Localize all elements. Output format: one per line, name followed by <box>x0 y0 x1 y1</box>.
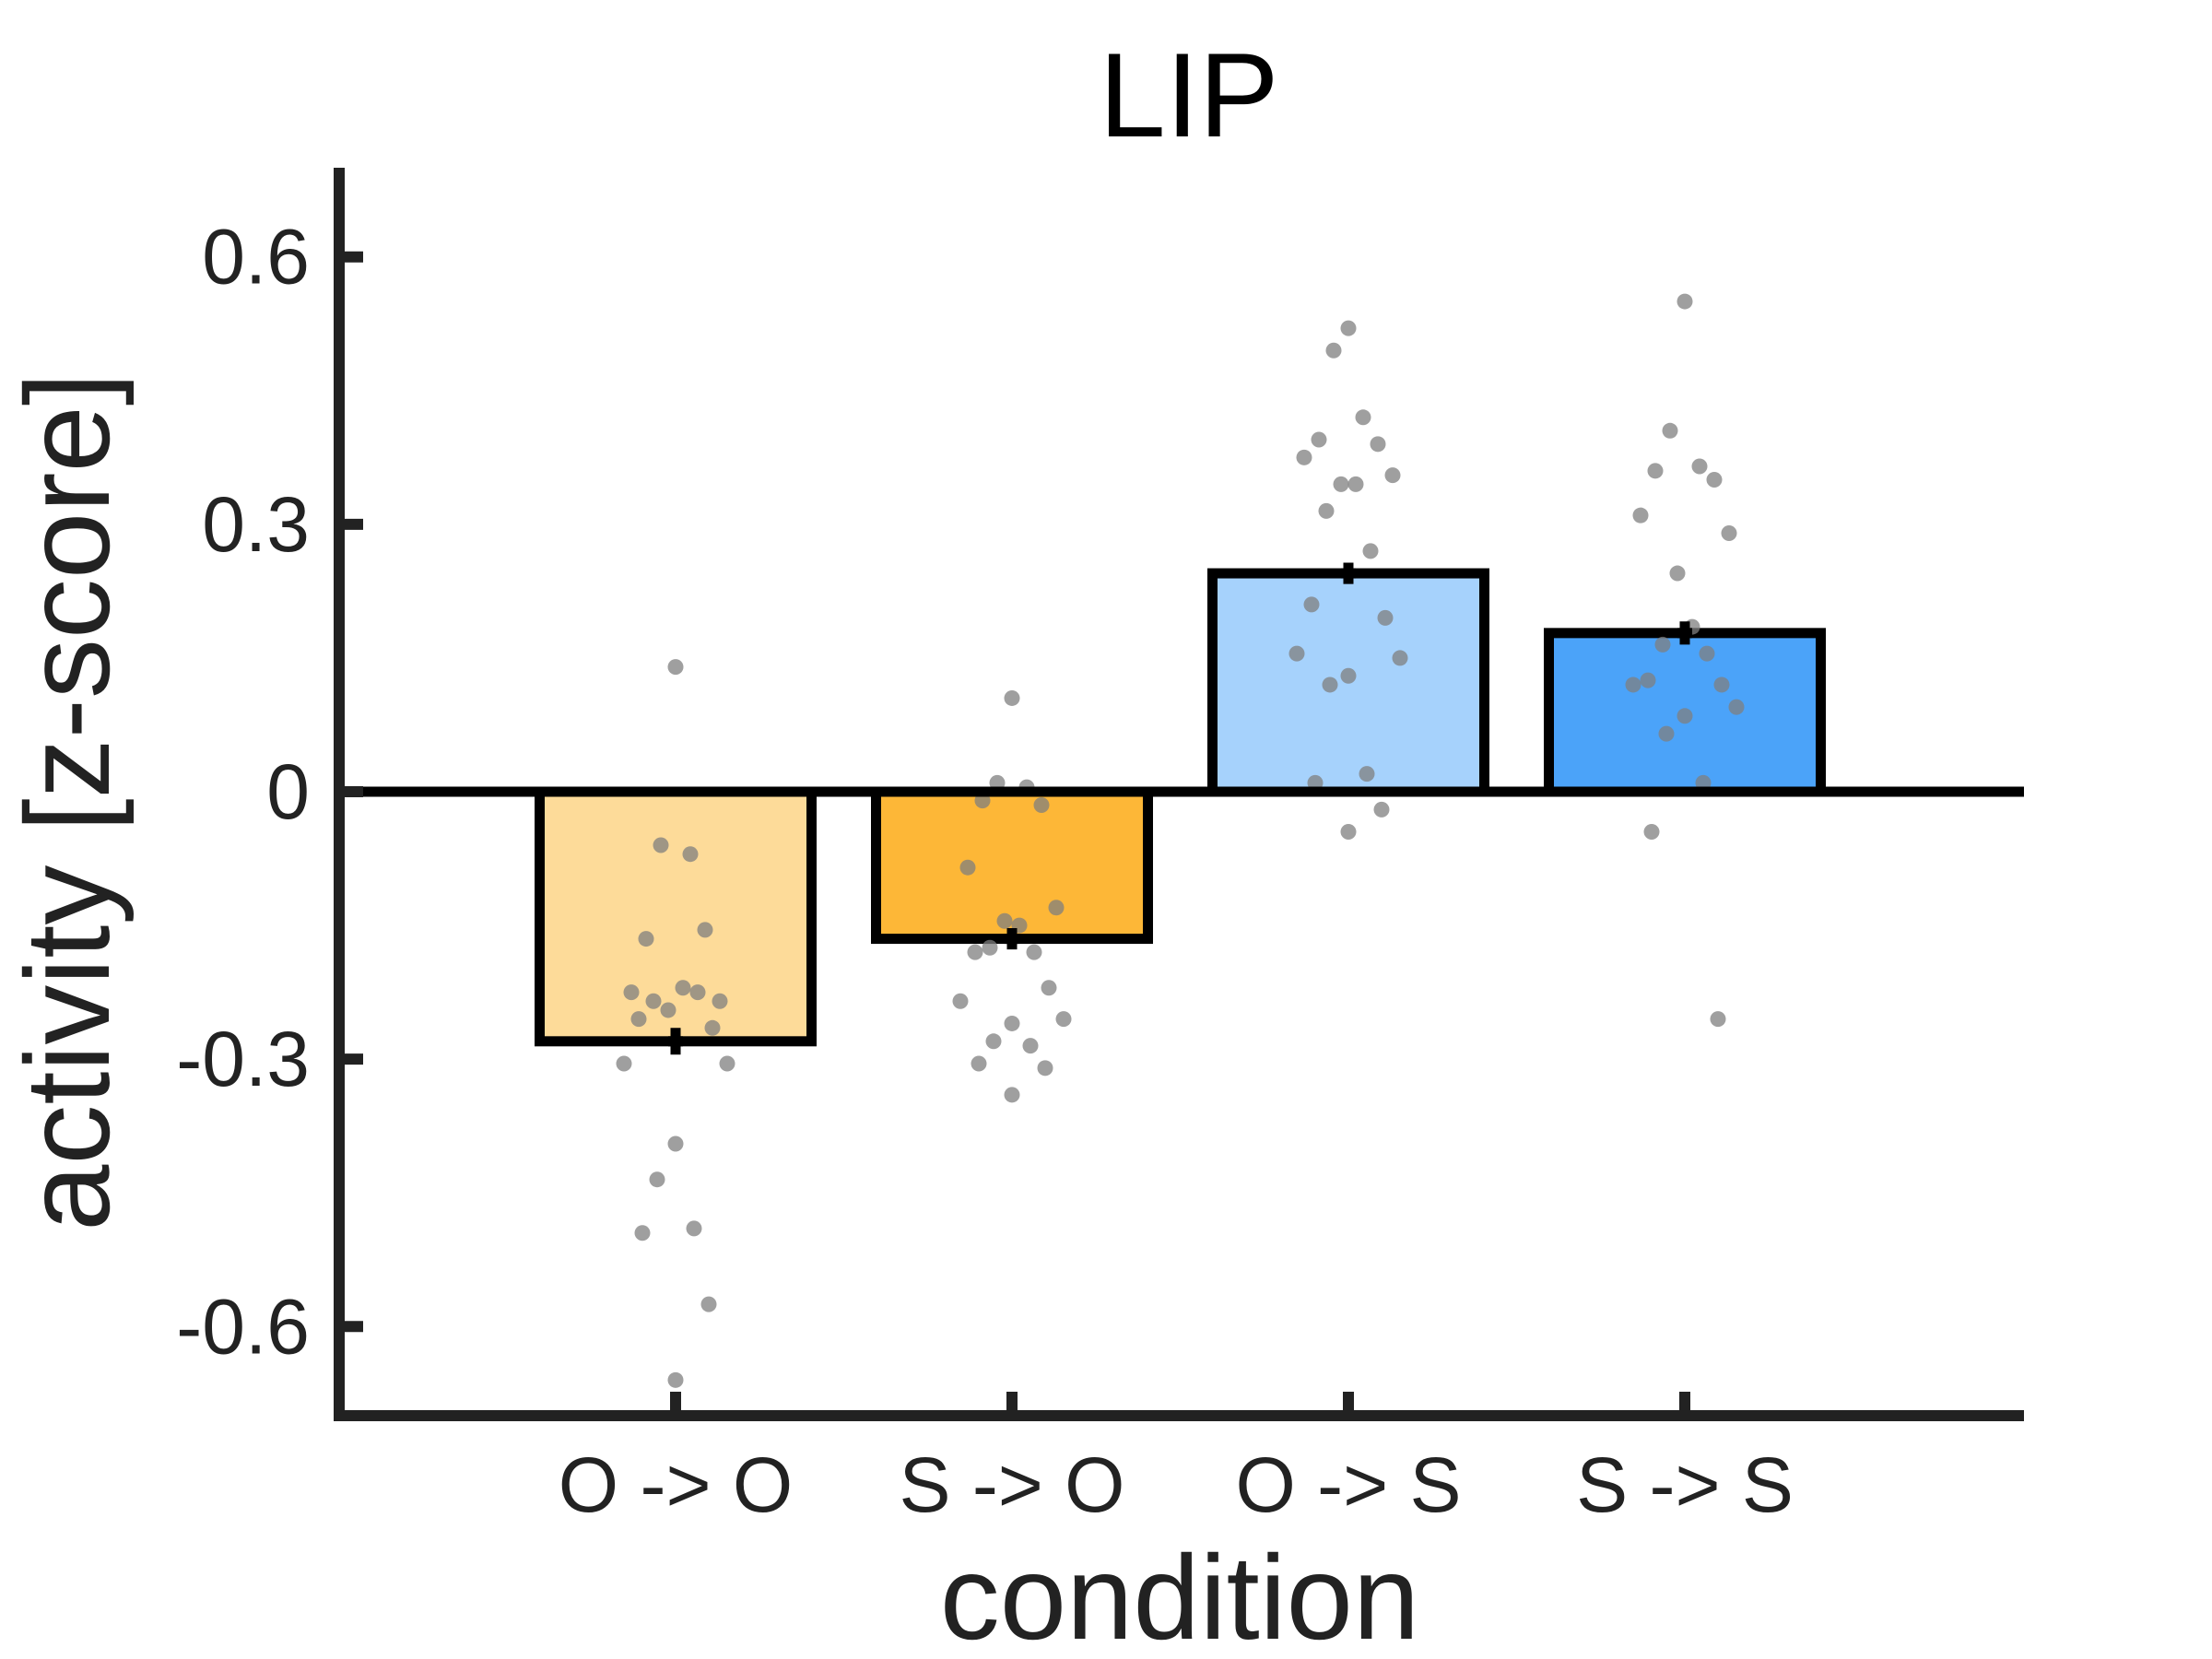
data-point <box>1325 342 1342 359</box>
points-layer <box>616 293 1745 1388</box>
data-point <box>667 1135 684 1152</box>
x-tick-label: S -> O <box>899 1441 1124 1528</box>
data-point <box>1625 677 1641 693</box>
x-axis-title: condition <box>940 1530 1419 1659</box>
data-point <box>1658 725 1675 742</box>
data-point <box>1318 502 1335 519</box>
data-point <box>1004 689 1020 706</box>
y-axis-title: activity [z-score] <box>0 372 135 1231</box>
data-point <box>1691 458 1708 475</box>
data-point <box>1654 636 1671 653</box>
data-point <box>634 1225 651 1241</box>
x-tick-label: O -> S <box>1235 1441 1461 1528</box>
data-point <box>1340 824 1357 841</box>
data-point <box>653 837 669 853</box>
data-point <box>1340 320 1357 336</box>
data-point <box>1359 766 1375 782</box>
data-point <box>996 912 1013 929</box>
data-point <box>1355 409 1371 426</box>
data-point <box>660 1002 677 1018</box>
data-point <box>682 846 699 863</box>
data-point <box>1004 1015 1020 1031</box>
data-point <box>700 1296 717 1312</box>
y-tick-label: -0.6 <box>176 1283 310 1370</box>
data-point <box>1706 472 1723 488</box>
x-tick-label: S -> S <box>1576 1441 1794 1528</box>
x-tick-label: O -> O <box>559 1441 793 1528</box>
data-point <box>1033 797 1050 814</box>
data-point <box>630 1011 647 1028</box>
chart-title: LIP <box>1099 28 1278 162</box>
y-ticks: -0.6 -0.3 0 0.3 0.6 <box>176 214 363 1370</box>
data-point <box>1640 672 1656 688</box>
data-point <box>667 1371 684 1388</box>
data-point <box>1048 900 1065 916</box>
bar <box>535 786 817 1047</box>
data-point <box>1677 708 1693 724</box>
data-point <box>1296 449 1312 465</box>
data-point <box>1303 596 1320 613</box>
data-point <box>1347 476 1364 492</box>
data-point <box>1288 645 1305 662</box>
data-point <box>697 922 713 938</box>
data-point <box>1322 677 1338 693</box>
data-point <box>1333 476 1349 492</box>
data-point <box>959 859 976 876</box>
y-tick-label: 0.6 <box>202 214 310 300</box>
errorbars-layer <box>668 562 1692 1055</box>
x-ticks: O -> O S -> O O -> S S -> S <box>559 1392 1794 1528</box>
data-point <box>667 659 684 676</box>
bar <box>871 786 1153 945</box>
y-tick-label: -0.3 <box>176 1016 310 1102</box>
data-point <box>1004 1087 1020 1103</box>
data-point <box>1728 699 1745 715</box>
data-point <box>1721 525 1737 542</box>
data-point <box>1677 293 1693 310</box>
data-point <box>985 1033 1002 1050</box>
y-tick-label: 0 <box>266 748 310 835</box>
data-point <box>1340 667 1357 684</box>
data-point <box>689 984 706 1001</box>
data-point <box>649 1171 665 1188</box>
data-point <box>623 984 640 1001</box>
data-point <box>1037 1060 1053 1077</box>
data-point <box>967 944 983 960</box>
data-point <box>645 993 662 1009</box>
data-point <box>1377 609 1394 626</box>
data-point <box>1713 677 1730 693</box>
data-point <box>675 980 691 996</box>
data-point <box>1632 507 1649 524</box>
data-point <box>1643 824 1660 841</box>
data-point <box>1392 650 1408 666</box>
data-point <box>616 1055 632 1072</box>
data-point <box>638 931 654 947</box>
data-point <box>982 939 998 956</box>
data-point <box>1370 436 1386 453</box>
data-point <box>1055 1011 1072 1028</box>
data-point <box>719 1055 735 1072</box>
data-point <box>1026 944 1042 960</box>
data-point <box>1669 565 1686 582</box>
data-point <box>686 1220 702 1237</box>
data-point <box>971 1055 987 1072</box>
bars-layer <box>535 568 1826 1047</box>
data-point <box>1384 467 1401 484</box>
data-point <box>1022 1038 1039 1054</box>
data-point <box>712 993 728 1009</box>
data-point <box>1710 1011 1726 1028</box>
data-point <box>1373 801 1390 818</box>
data-point <box>1311 431 1327 448</box>
data-point <box>1699 645 1715 662</box>
data-point <box>1041 980 1057 996</box>
data-point <box>1362 543 1379 559</box>
data-point <box>952 993 969 1009</box>
y-tick-label: 0.3 <box>202 481 310 568</box>
data-point <box>704 1019 721 1036</box>
data-point <box>1662 422 1678 439</box>
data-point <box>1647 463 1664 479</box>
